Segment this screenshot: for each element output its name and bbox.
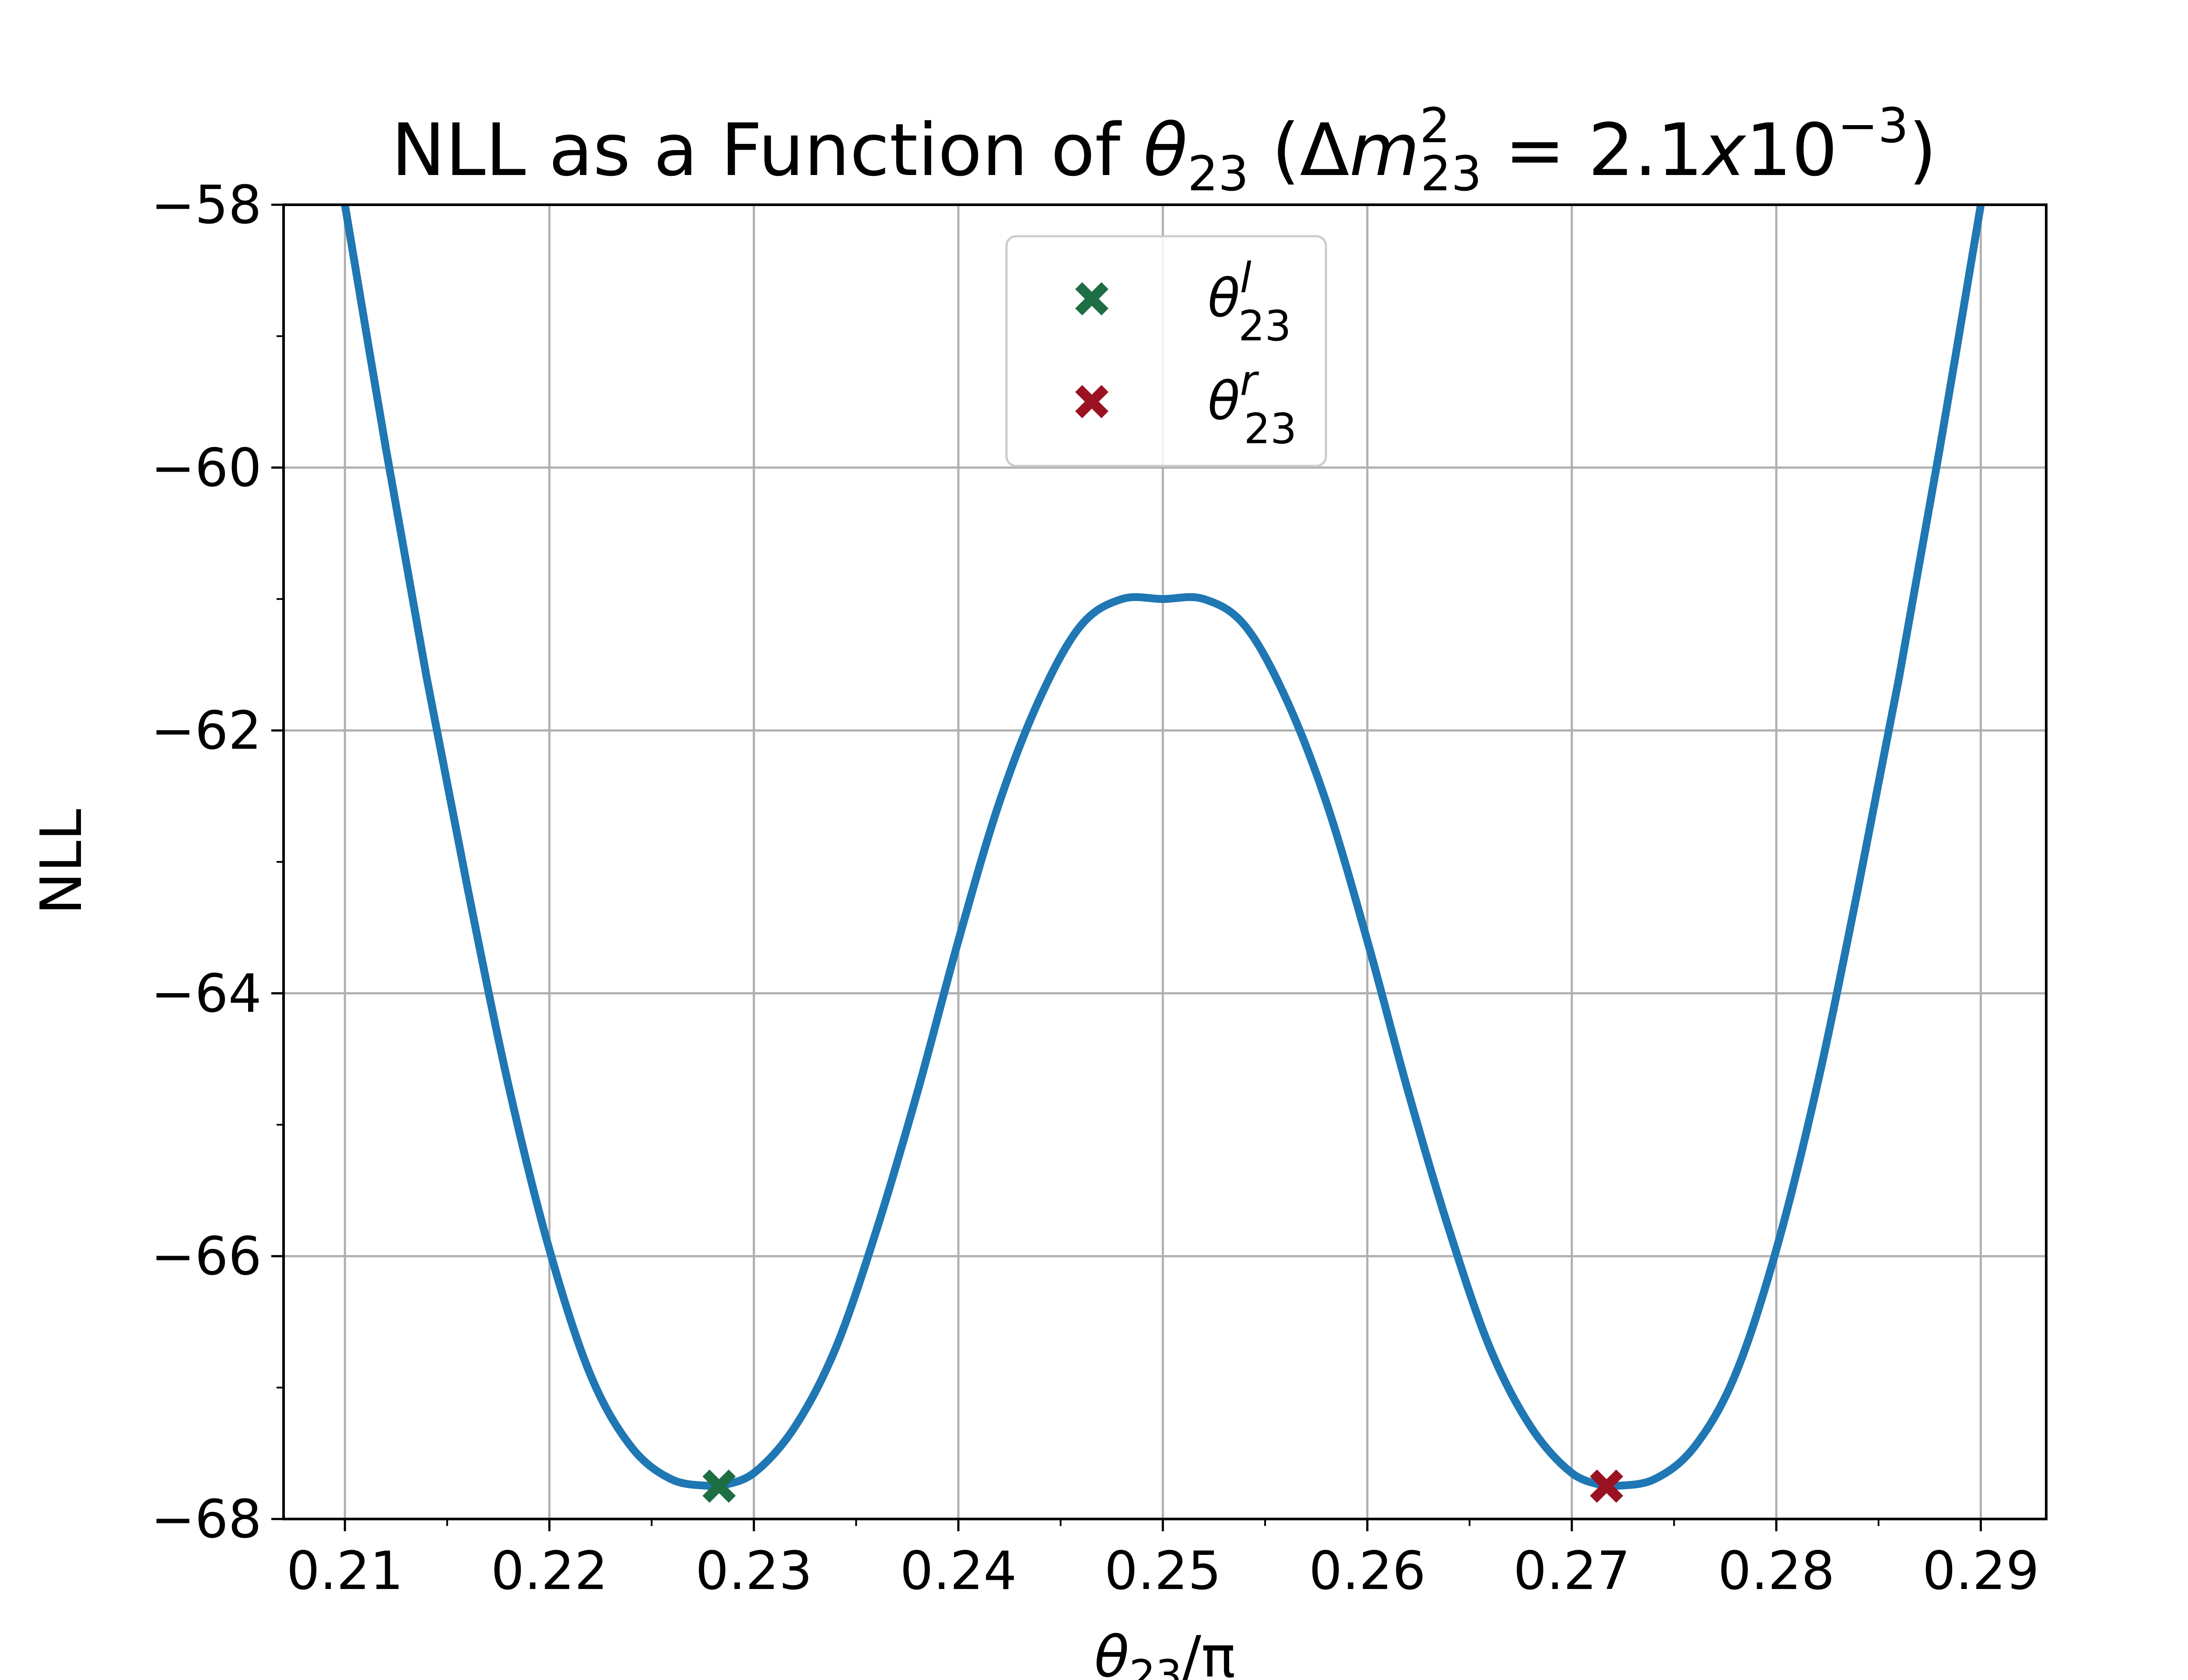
y-axis-label: NLL xyxy=(28,809,95,915)
chart-title: NLL as a Function of θ23 (Δm2 23 = 2.1x10… xyxy=(391,98,1937,202)
y-tick-label: −64 xyxy=(151,963,262,1024)
x-tick-label: 0.26 xyxy=(1309,1541,1426,1602)
theta-l-marker xyxy=(702,1469,736,1503)
grid xyxy=(284,203,2046,1520)
x-tick-label: 0.25 xyxy=(1105,1541,1221,1602)
y-tick-label: −58 xyxy=(151,175,262,236)
x-tick-label: 0.24 xyxy=(900,1541,1017,1602)
legend-label-theta-l: θl 23 xyxy=(1208,254,1291,350)
nll-curve xyxy=(341,205,1985,1491)
legend-marker-theta-l xyxy=(1075,282,1108,315)
theta-r-marker xyxy=(1590,1469,1623,1503)
y-tick-label: −62 xyxy=(151,701,262,762)
y-tick-label: −68 xyxy=(151,1489,262,1550)
ticks: 0.21 0.22 0.23 0.24 0.25 0.26 0.27 0.28 0.29 −68 −… xyxy=(151,175,2039,1602)
x-tick-label: 0.27 xyxy=(1513,1541,1630,1602)
x-tick-label: 0.28 xyxy=(1718,1541,1835,1602)
legend-marker-theta-r xyxy=(1075,385,1108,418)
marker-layer xyxy=(702,1469,1623,1503)
nll-curve-layer xyxy=(341,205,1985,1491)
y-tick-label: −66 xyxy=(151,1226,262,1287)
x-axis-label: θ23/π xyxy=(1094,1624,1236,1680)
y-tick-label: −60 xyxy=(151,438,262,499)
x-tick-label: 0.21 xyxy=(287,1541,403,1602)
legend-label-theta-r: θr 23 xyxy=(1208,357,1297,453)
x-tick-label: 0.23 xyxy=(695,1541,812,1602)
x-tick-label: 0.29 xyxy=(1922,1541,2039,1602)
x-tick-label: 0.22 xyxy=(491,1541,608,1602)
